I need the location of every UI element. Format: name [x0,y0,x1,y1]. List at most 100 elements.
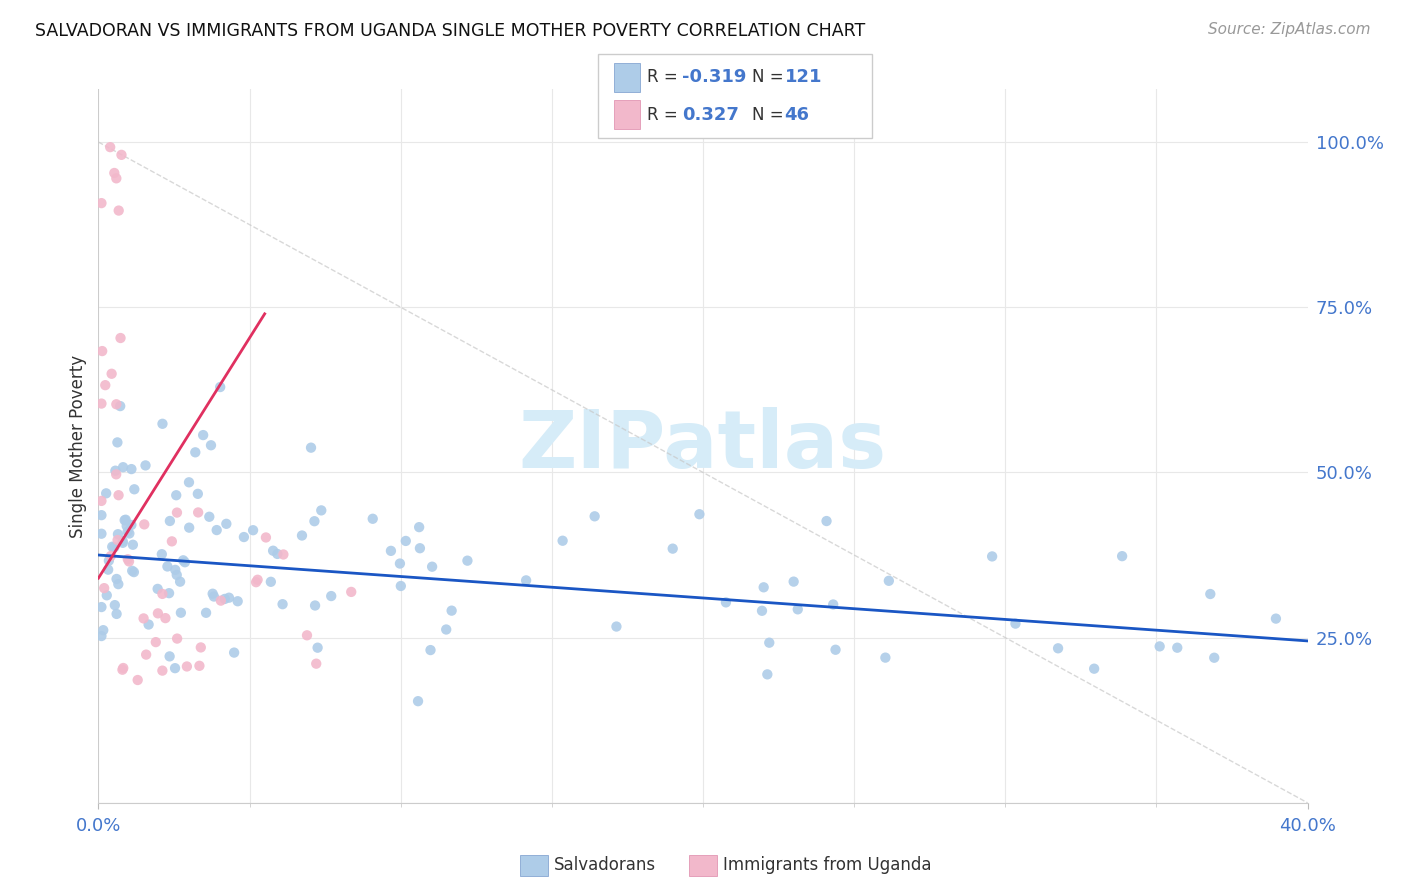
Text: R =: R = [647,69,683,87]
Point [751,604,773,618]
Point [107,488,129,502]
Point [150,664,173,678]
Point [105,397,128,411]
Point [127,673,149,687]
Point [661,541,683,556]
Point [115,519,138,533]
Point [201,587,224,601]
Point [138,617,160,632]
Point [1204,650,1226,665]
Point [91,623,114,637]
Text: 46: 46 [785,105,810,123]
Point [190,640,212,655]
Point [188,658,211,673]
Point [91,344,114,359]
Point [198,509,221,524]
Point [157,586,180,600]
Text: 121: 121 [785,69,823,87]
Point [752,580,775,594]
Point [111,534,134,549]
Point [321,589,343,603]
Point [111,663,134,677]
Point [117,552,139,566]
Point [1083,662,1105,676]
Point [406,694,429,708]
Point [166,506,188,520]
Point [1149,640,1171,654]
Point [107,435,129,450]
Point [97,563,120,577]
Text: Immigrants from Uganda: Immigrants from Uganda [723,856,931,874]
Point [714,595,737,609]
Point [97,554,120,568]
Point [688,507,710,521]
Point [246,573,269,587]
Point [215,516,238,531]
Point [90,629,112,643]
Text: -0.319: -0.319 [682,69,747,87]
Point [163,661,186,675]
Point [98,140,121,154]
Point [122,538,145,552]
Point [104,598,127,612]
Point [90,508,112,523]
Point [395,533,418,548]
Text: Source: ZipAtlas.com: Source: ZipAtlas.com [1208,22,1371,37]
Point [114,513,136,527]
Point [121,564,143,578]
Point [815,514,838,528]
Point [166,568,188,582]
Point [90,396,112,410]
Point [165,563,187,577]
Point [134,517,156,532]
Point [191,428,214,442]
Point [105,607,128,621]
Point [160,534,183,549]
Point [112,661,135,675]
Text: Salvadorans: Salvadorans [554,856,657,874]
Point [981,549,1004,564]
Point [107,527,129,541]
Point [299,441,322,455]
Point [150,547,173,561]
Point [166,632,188,646]
Point [159,649,181,664]
Point [112,460,135,475]
Point [179,521,201,535]
Point [187,505,209,519]
Point [305,657,328,671]
Text: N =: N = [752,69,789,87]
Text: 0.327: 0.327 [682,105,738,123]
Point [605,619,627,633]
Point [105,572,128,586]
Point [218,591,240,605]
Point [118,554,141,568]
Point [104,464,127,478]
Text: N =: N = [752,105,789,123]
Point [90,494,112,508]
Point [877,574,900,588]
Point [295,628,318,642]
Point [226,594,249,608]
Point [824,642,846,657]
Point [174,555,197,569]
Point [187,487,209,501]
Text: SALVADORAN VS IMMIGRANTS FROM UGANDA SINGLE MOTHER POVERTY CORRELATION CHART: SALVADORAN VS IMMIGRANTS FROM UGANDA SIN… [35,22,866,40]
Point [114,513,136,527]
Point [434,623,457,637]
Point [120,517,142,532]
Point [551,533,574,548]
Point [96,588,118,602]
Point [254,531,277,545]
Point [146,582,169,596]
Point [184,445,207,459]
Point [146,607,169,621]
Point [165,488,187,502]
Point [103,166,125,180]
Point [266,547,288,561]
Point [100,549,122,563]
Point [1199,587,1222,601]
Point [224,646,246,660]
Point [1047,641,1070,656]
Point [1166,640,1188,655]
